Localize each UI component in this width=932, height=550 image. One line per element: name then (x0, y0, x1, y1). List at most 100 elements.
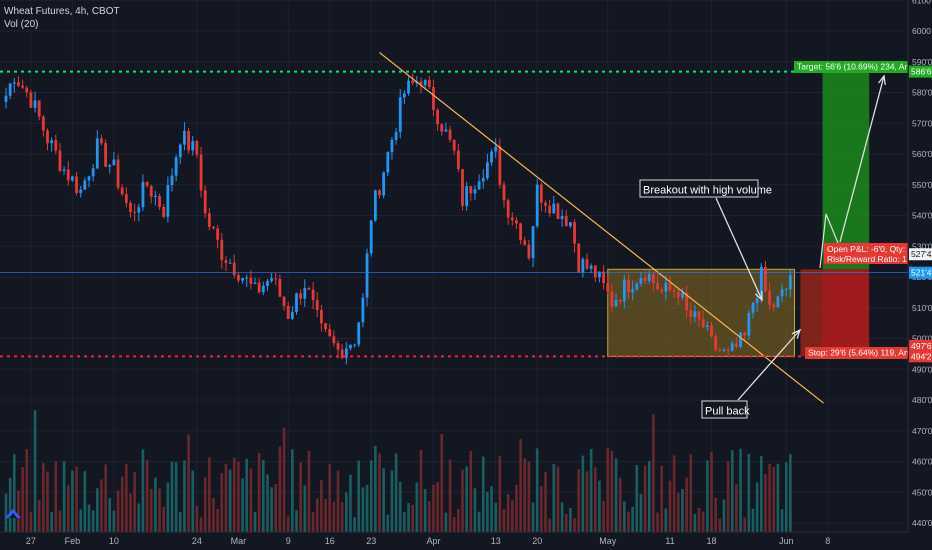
candle-body (523, 240, 527, 245)
volume-bar (8, 477, 12, 532)
candle-body (220, 239, 224, 261)
candle-body (224, 260, 228, 263)
volume-bar (315, 498, 319, 532)
pullback-label-text: Pull back (705, 406, 750, 418)
volume-bar (170, 461, 174, 532)
volume-bar (241, 478, 244, 532)
volume-bar (548, 518, 551, 532)
chart-title: Wheat Futures, 4h, CBOT (4, 6, 120, 17)
volume-bar (747, 453, 751, 532)
candle-body (585, 259, 589, 269)
volume-bar (365, 484, 369, 532)
price-tag-label-entry: 527'4 (911, 249, 932, 259)
candle-body (668, 282, 672, 291)
annotation-labels[interactable]: Breakout with high volume Pull back Target… (639, 61, 924, 419)
volume-bar (506, 494, 510, 532)
volume-bar (440, 433, 444, 532)
candle-body (552, 203, 556, 214)
candle-body (564, 216, 568, 227)
volume-bar (237, 461, 240, 532)
price-tag-label-stop: 494'2 (911, 351, 932, 361)
candle-body (440, 124, 444, 132)
pnl-box[interactable] (824, 243, 908, 264)
candle-body (718, 349, 722, 351)
volume-bar (262, 460, 265, 532)
volume-bar (166, 482, 170, 532)
annotation-arrows[interactable] (715, 74, 886, 401)
volume-bar (295, 510, 298, 532)
pullback-label[interactable]: Pull back (701, 400, 750, 419)
volume-bar (789, 454, 792, 532)
price-axis[interactable]: 6100 6000 590'0 580'0 570'0 560'0 550'0 540'0 53… (907, 0, 932, 550)
candle-body (697, 311, 701, 320)
price-tick-label: 6000 (912, 26, 931, 36)
candle-body (398, 97, 402, 133)
time-axis[interactable]: 27 Feb 10 24 Mar 9 16 23 Apr 13 20 May 11 18 Jun 8 (0, 531, 932, 550)
price-tick-label: 480'0 (912, 395, 932, 405)
long-position-tool[interactable] (800, 71, 870, 357)
volume-bar (374, 445, 377, 532)
volume-bar (382, 468, 385, 532)
candle-body (423, 80, 427, 86)
volume-bar (660, 465, 663, 532)
volume-bar (75, 466, 78, 532)
volume-bar (349, 474, 352, 532)
candle-body (394, 132, 398, 140)
volume-bar (519, 439, 522, 532)
volume-bar (386, 514, 390, 532)
candle-body (170, 175, 174, 186)
volume-bar (179, 511, 182, 532)
candle-body (768, 291, 771, 305)
candle-body (390, 139, 394, 153)
volume-bar (13, 454, 16, 532)
volume-bar (403, 511, 406, 532)
price-tag-stop (909, 350, 932, 363)
volume-bar (419, 449, 423, 532)
volume-bar (552, 463, 556, 532)
descending-trendline[interactable] (379, 52, 824, 404)
stop-label[interactable]: Stop: 29'6 (5.64%) 119, Amour (805, 347, 924, 359)
volume-bar (585, 471, 589, 532)
candle-body (755, 298, 759, 303)
candle-body (448, 129, 452, 140)
target-label[interactable]: Target: 56'6 (10.69%) 234, Amou (794, 61, 921, 73)
candle-body (618, 300, 622, 302)
breakout-label[interactable]: Breakout with high volume (639, 179, 772, 198)
candle-body (726, 349, 730, 351)
stop-zone (822, 269, 870, 357)
stop-zone-elapsed (800, 269, 823, 357)
volume-bar (183, 460, 186, 532)
candle-body (652, 274, 655, 283)
volume-bar (353, 517, 356, 532)
candle-body (100, 138, 103, 144)
candle-body (166, 185, 170, 217)
volume-bar (469, 450, 473, 532)
candle-body (191, 141, 195, 151)
candle-body (332, 336, 336, 344)
volume-bar (631, 506, 634, 532)
candle-body (87, 176, 91, 181)
volume-bar (618, 477, 622, 532)
candle-body (158, 196, 161, 207)
candle-body (378, 190, 381, 196)
candle-body (232, 262, 236, 276)
candle-body (535, 184, 539, 227)
volume-bar (764, 473, 767, 532)
volume-bar (203, 477, 207, 532)
candle-body (577, 243, 581, 273)
candle-body (581, 259, 585, 273)
horizontal-levels[interactable] (0, 70, 908, 358)
candle-body (685, 293, 688, 311)
volume-bar (511, 500, 514, 532)
volume-bar (50, 512, 53, 532)
volume-bar (768, 463, 771, 532)
candle-body (282, 296, 286, 306)
candle-body (531, 226, 535, 259)
pullback-label-bg (701, 400, 748, 419)
volume-bar (739, 448, 742, 532)
candle-body (62, 169, 66, 171)
candle-body (75, 176, 78, 193)
volume-bar (689, 454, 693, 532)
volume-bar (108, 498, 112, 532)
